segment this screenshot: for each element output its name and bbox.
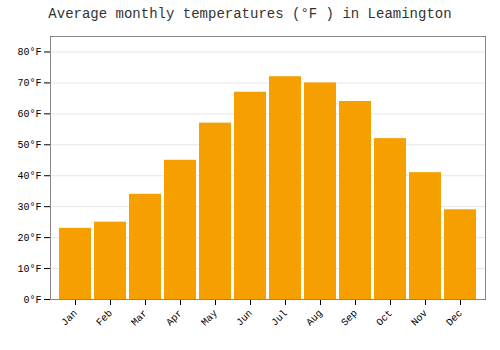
svg-text:Jan: Jan xyxy=(59,308,80,329)
svg-text:80°F: 80°F xyxy=(17,47,41,58)
svg-text:Mar: Mar xyxy=(129,308,150,329)
svg-text:Feb: Feb xyxy=(94,308,115,329)
svg-text:0°F: 0°F xyxy=(23,295,41,306)
svg-text:40°F: 40°F xyxy=(17,171,41,182)
svg-text:Jul: Jul xyxy=(269,308,290,329)
svg-text:50°F: 50°F xyxy=(17,140,41,151)
svg-text:10°F: 10°F xyxy=(17,264,41,275)
svg-text:Dec: Dec xyxy=(444,308,465,329)
svg-text:Nov: Nov xyxy=(409,308,430,329)
svg-text:Jun: Jun xyxy=(234,308,255,329)
html-text:Average monthly temperatures (: Average monthly temperatures (°F ) in Le… xyxy=(48,6,452,22)
svg-text:20°F: 20°F xyxy=(17,233,41,244)
svg-text:60°F: 60°F xyxy=(17,109,41,120)
svg-text:Oct: Oct xyxy=(374,308,395,329)
svg-text:30°F: 30°F xyxy=(17,202,41,213)
svg-text:Sep: Sep xyxy=(339,308,360,329)
svg-text:May: May xyxy=(199,308,220,329)
svg-text:70°F: 70°F xyxy=(17,78,41,89)
svg-text:Apr: Apr xyxy=(164,308,185,329)
svg-text:Aug: Aug xyxy=(304,308,325,329)
